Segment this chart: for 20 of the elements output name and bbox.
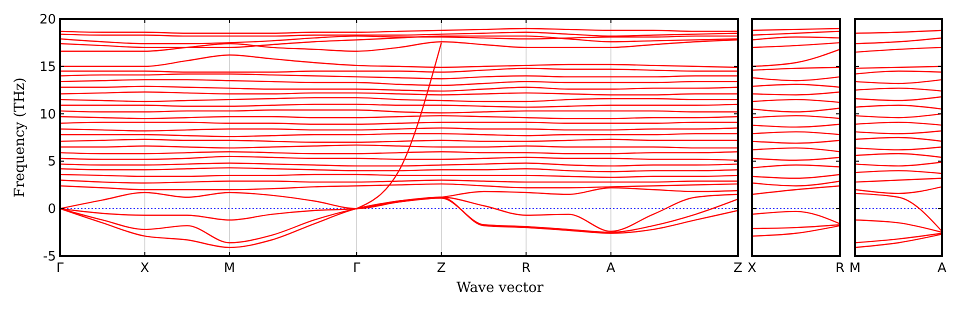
x-tick-label: Z <box>436 261 446 276</box>
y-tick-label: 20 <box>39 12 56 28</box>
x-tick-label: M <box>849 261 861 276</box>
y-tick-label: -5 <box>43 250 56 264</box>
y-tick-label: 10 <box>39 107 56 122</box>
x-tick-label: A <box>938 261 947 276</box>
x-tick-label: Γ <box>56 261 64 276</box>
x-tick-label: Z <box>734 261 743 276</box>
y-tick-label: 15 <box>39 60 56 75</box>
x-tick-label: R <box>835 261 845 276</box>
x-tick-label: X <box>748 261 757 276</box>
x-tick-label: M <box>224 261 236 276</box>
x-tick-label: X <box>140 261 150 276</box>
y-tick-label: 5 <box>48 154 56 170</box>
x-tick-label: A <box>606 261 616 276</box>
y-tick-label: 0 <box>48 202 56 218</box>
x-tick-label: Γ <box>353 261 361 276</box>
y-axis-title: Frequency (THz) <box>12 77 28 198</box>
x-tick-label: R <box>522 261 531 276</box>
x-axis-title: Wave vector <box>456 280 544 296</box>
